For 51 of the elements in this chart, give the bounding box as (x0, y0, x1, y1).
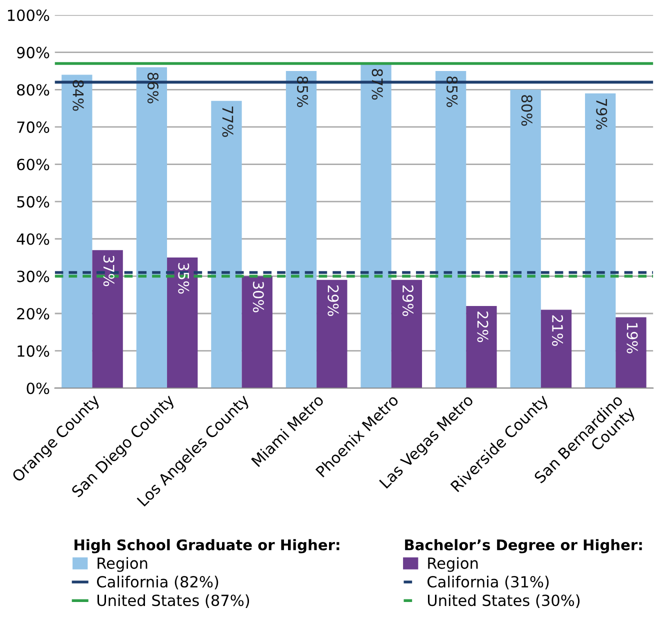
bar (62, 74, 92, 388)
legend-label: United States (30%) (428, 594, 580, 608)
data-label: 85% (446, 76, 458, 108)
legend-label: California (31%) (428, 576, 549, 590)
bar (466, 306, 497, 388)
data-label: 80% (521, 95, 532, 126)
bar (510, 90, 541, 388)
bar (167, 258, 198, 388)
y-tick-label: 100% (8, 9, 50, 22)
bar (360, 64, 392, 388)
bar (540, 310, 572, 388)
data-label: 19% (626, 323, 638, 354)
y-tick-label: 20% (17, 308, 50, 320)
y-tick-label: 70% (17, 121, 50, 133)
y-tick-label: 10% (18, 345, 50, 357)
bar (211, 100, 242, 388)
y-tick-label: 50% (17, 196, 50, 208)
text: High School Graduate or Higher: (74, 539, 340, 554)
y-tick-label: 60% (17, 158, 50, 170)
bar (286, 70, 317, 388)
data-label: 79% (596, 99, 608, 130)
data-label: 21% (552, 315, 564, 346)
data-label: 85% (297, 76, 308, 108)
data-label: 77% (222, 106, 234, 137)
legend-label: United States (87%) (97, 594, 250, 608)
y-tick-label: 40% (16, 233, 50, 245)
data-label: 84% (72, 80, 84, 111)
bar (92, 250, 123, 388)
data-label: 29% (402, 285, 414, 316)
y-tick-label: 0% (26, 382, 50, 394)
data-label: 30% (252, 282, 264, 312)
legend-label: California (82%) (97, 576, 218, 590)
bar (242, 276, 272, 388)
bar (316, 280, 348, 388)
data-label: 29% (328, 285, 339, 316)
data-label: 22% (477, 312, 488, 342)
y-tick-label: 90% (17, 46, 50, 58)
y-tick-label: 80% (17, 84, 50, 96)
data-label: 35% (178, 263, 190, 294)
bar (435, 70, 466, 388)
bar (616, 317, 646, 388)
data-label: 86% (147, 72, 158, 104)
legend-label: Region (428, 557, 478, 572)
bar (136, 67, 168, 388)
bar (585, 93, 616, 388)
data-label: 37% (103, 256, 114, 286)
legend-label: Region (98, 557, 148, 572)
y-tick-label: 30% (17, 270, 50, 282)
bar (391, 280, 422, 388)
text: Bachelor’s Degree or Higher: (405, 539, 642, 554)
data-label: 87% (372, 68, 383, 100)
